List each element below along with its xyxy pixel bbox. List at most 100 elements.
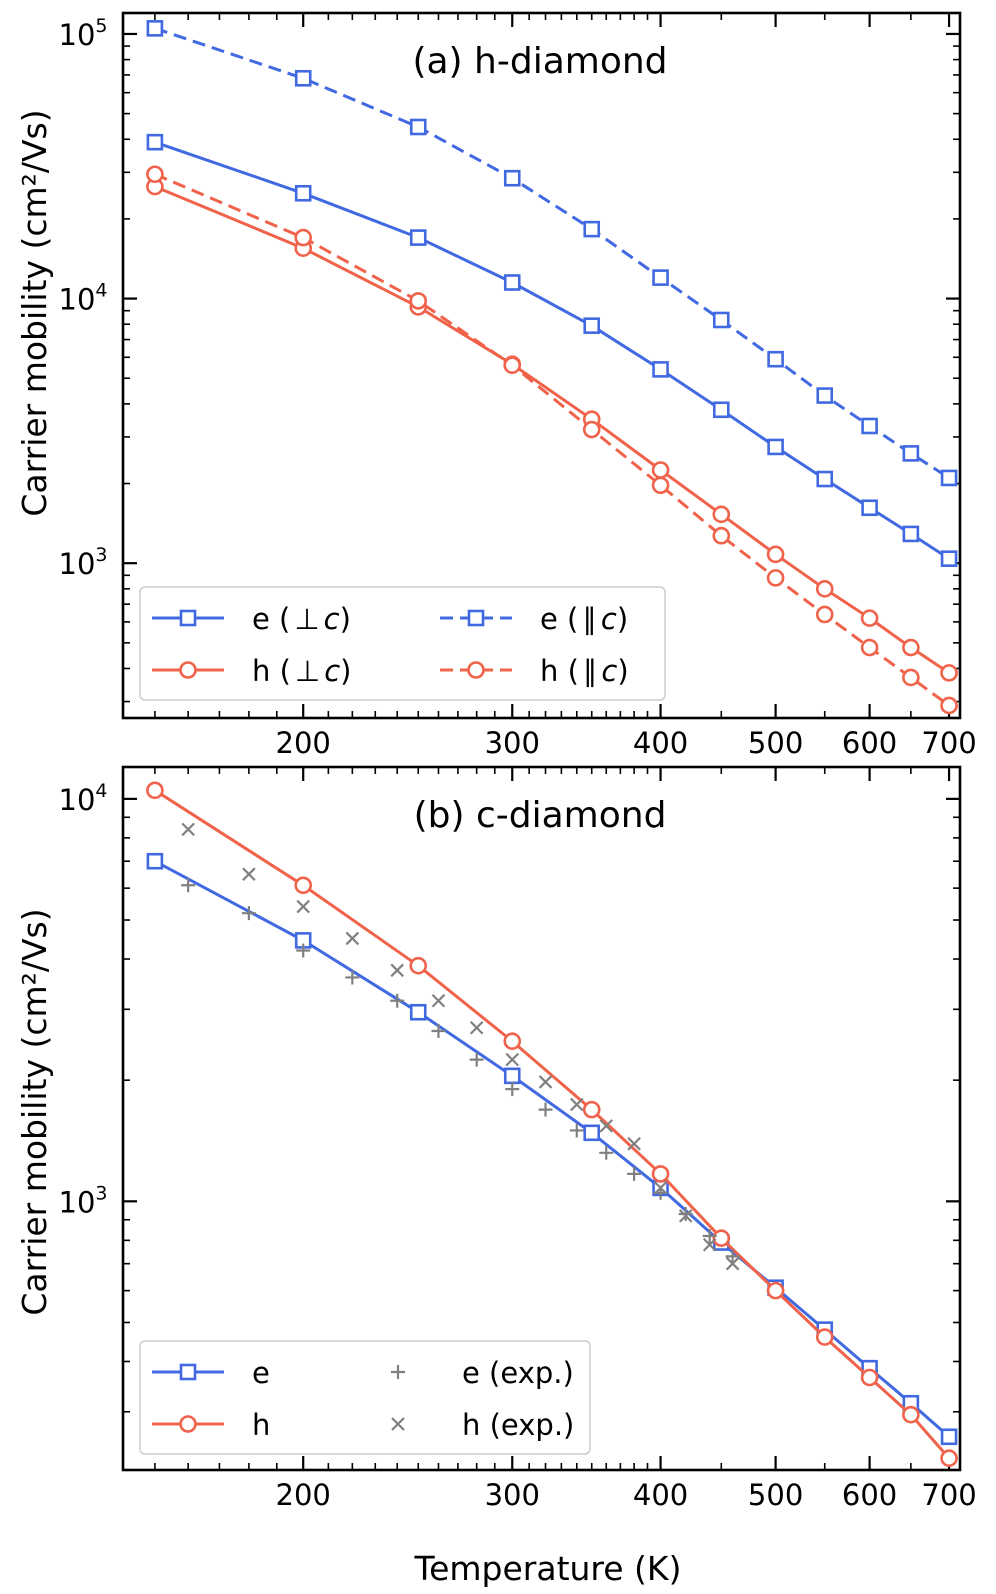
legend-label-axis: c	[601, 654, 617, 688]
data-area	[146, 781, 958, 1468]
square-marker	[861, 417, 878, 435]
legend-square-marker	[467, 609, 485, 627]
legend-cross-marker	[391, 1417, 405, 1431]
legend-label: e (exp.)	[462, 1356, 574, 1390]
y-tick-exponent: 5	[95, 15, 107, 37]
circle-marker	[651, 1165, 670, 1183]
legend-label-carrier: e (	[540, 602, 578, 636]
square-marker	[294, 184, 312, 202]
circle-marker	[940, 696, 958, 715]
x-tick-label: 700	[921, 726, 976, 760]
circle-marker	[860, 1368, 879, 1387]
x-tick-label: 200	[276, 726, 331, 760]
plus-marker	[241, 906, 256, 921]
series-line	[154, 789, 951, 1460]
legend-item: h (∥ c)	[440, 654, 629, 688]
square-marker	[767, 350, 784, 368]
legend-plus-marker	[391, 1365, 405, 1379]
circle-marker	[766, 545, 785, 564]
circle-marker	[294, 876, 313, 895]
legend-label: h	[252, 1408, 270, 1442]
square-marker	[767, 438, 784, 456]
legend-box	[139, 1340, 591, 1455]
legend-label-relation: ⊥	[294, 602, 319, 636]
square-marker	[940, 550, 958, 567]
legend-circle-marker	[179, 661, 197, 679]
legend: eh e (exp.) h (exp.)	[139, 1340, 591, 1455]
plus-marker	[702, 1229, 717, 1244]
square-marker	[583, 317, 601, 334]
legend-item: h (⊥ c)	[152, 654, 351, 688]
legend-label-end: )	[617, 654, 628, 688]
legend-square-marker	[179, 1363, 197, 1381]
plus-marker	[505, 1082, 520, 1097]
x-tick-label: 300	[485, 726, 540, 760]
circle-marker	[902, 1405, 920, 1424]
square-marker	[409, 229, 427, 246]
legend-label-carrier: h (	[252, 654, 291, 688]
plus-marker	[181, 878, 196, 893]
cross-marker	[678, 1209, 693, 1223]
panel-title: (a) h-diamond	[412, 41, 667, 82]
series-e-c	[146, 133, 958, 567]
square-marker	[583, 1124, 601, 1142]
y-tick-label: 103	[59, 1182, 108, 1219]
cross-marker	[569, 1097, 584, 1112]
cross-marker	[538, 1075, 553, 1089]
x-tick-label: 600	[842, 726, 897, 760]
circle-marker	[860, 638, 879, 657]
circle-marker	[712, 1229, 731, 1247]
circle-marker	[766, 1281, 785, 1300]
square-marker	[583, 220, 601, 238]
circle-marker	[503, 1032, 522, 1050]
legend-label-carrier: e (	[252, 602, 290, 636]
square-marker	[652, 361, 669, 378]
circle-marker	[651, 461, 670, 479]
cross-marker	[390, 963, 404, 978]
square-marker	[652, 269, 669, 286]
legend-box	[139, 586, 666, 701]
series-h-c	[146, 165, 958, 715]
square-marker	[146, 852, 164, 870]
y-tick-label: 104	[59, 280, 108, 317]
panel-title: (b) c-diamond	[414, 795, 667, 836]
legend-label-carrier: h (	[540, 654, 579, 688]
series-e-exp	[181, 878, 740, 1264]
plus-marker	[345, 970, 360, 985]
square-marker	[409, 118, 427, 136]
square-marker	[146, 20, 164, 37]
square-marker	[861, 499, 878, 517]
cross-marker	[242, 867, 256, 881]
cross-marker	[627, 1136, 641, 1151]
legend-label: h (⊥ c)	[252, 654, 351, 688]
circle-marker	[146, 165, 164, 184]
legend-label-axis: c	[601, 602, 617, 636]
circle-marker	[409, 292, 428, 310]
x-tick-label: 600	[842, 1478, 897, 1512]
plus-marker	[390, 993, 405, 1008]
legend-label-relation: ⊥	[295, 654, 320, 688]
plus-marker	[678, 1207, 693, 1222]
plot-frame	[121, 765, 962, 1472]
series-h	[146, 781, 958, 1468]
square-marker	[902, 525, 920, 543]
legend-square-marker	[179, 609, 197, 627]
plus-marker	[569, 1123, 584, 1138]
cross-marker	[505, 1052, 520, 1067]
circle-marker	[815, 1328, 834, 1346]
circle-marker	[940, 1449, 958, 1468]
square-marker	[503, 1067, 521, 1085]
legend-label-end: )	[340, 654, 351, 688]
y-tick-exponent: 3	[95, 544, 107, 566]
circle-marker	[146, 781, 164, 800]
legend-circle-marker	[179, 1415, 197, 1433]
y-tick-exponent: 4	[95, 780, 107, 802]
square-marker	[902, 445, 920, 462]
y-tick-exponent: 3	[95, 1182, 107, 1204]
series-e-c	[146, 20, 958, 487]
square-marker	[712, 311, 730, 329]
x-tick-label: 700	[921, 1478, 976, 1512]
x-tick-label: 300	[485, 1478, 540, 1512]
